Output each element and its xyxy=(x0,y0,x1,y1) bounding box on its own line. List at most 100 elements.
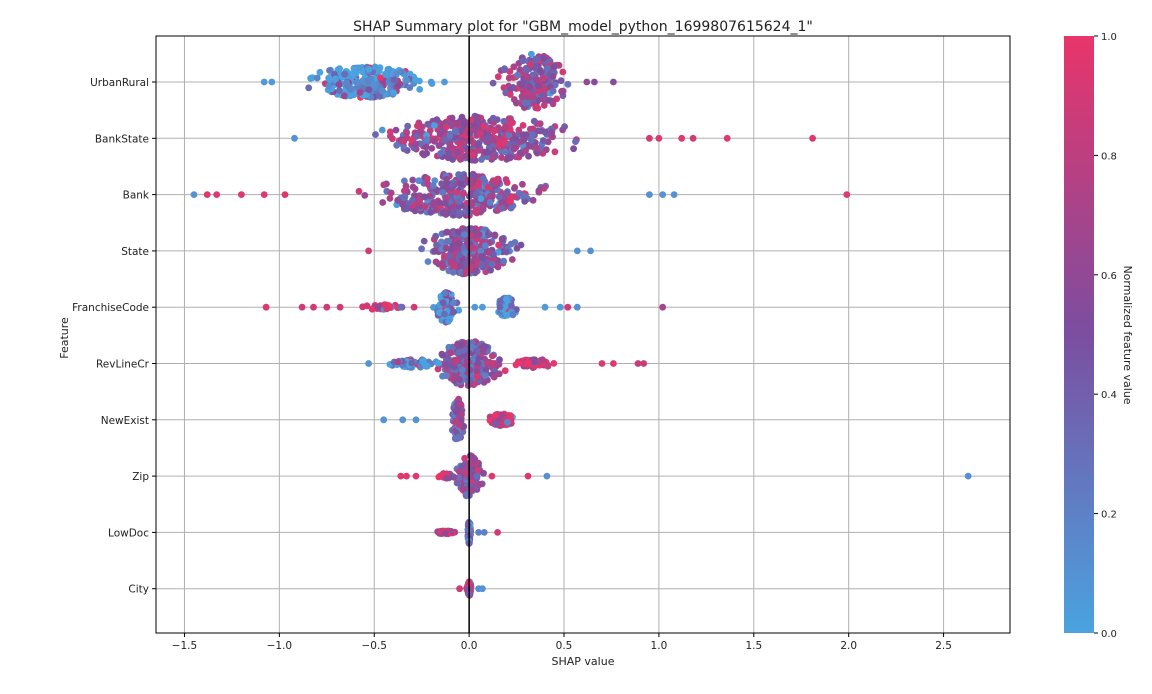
point-RevLineCr-0-148 xyxy=(438,350,446,358)
point-Bank-0-83 xyxy=(386,195,394,202)
point-State-0-288 xyxy=(500,257,508,265)
point-UrbanRural-1-177 xyxy=(549,73,557,80)
point-UrbanRural-0-207 xyxy=(356,89,364,96)
point-BankState-outlier-6 xyxy=(809,134,816,142)
point-Zip-outlier-5 xyxy=(543,472,551,480)
point-FranchiseCode-outlier-4 xyxy=(336,303,344,311)
point-Bank-0-337 xyxy=(442,200,449,208)
point-Bank-0-180 xyxy=(495,193,503,201)
point-RevLineCr-0-97 xyxy=(434,365,442,373)
point-NewExist-0-109 xyxy=(455,433,463,441)
point-RevLineCr-0-253 xyxy=(482,366,490,373)
point-UrbanRural-1-189 xyxy=(532,104,540,112)
point-FranchiseCode-2-29 xyxy=(383,305,391,313)
point-Zip-outlier-0 xyxy=(397,472,405,480)
point-FranchiseCode-2-15 xyxy=(363,302,371,310)
point-Bank-0-307 xyxy=(424,180,432,188)
point-Zip-0-129 xyxy=(468,452,475,460)
point-Bank-0-329 xyxy=(468,200,476,208)
point-BankState-0-387 xyxy=(462,152,470,160)
point-BankState-0-372 xyxy=(441,136,449,144)
point-BankState-0-363 xyxy=(471,156,479,164)
point-State-0-323 xyxy=(438,238,445,246)
point-LowDoc-outlier-1 xyxy=(480,529,488,536)
point-RevLineCr-0-215 xyxy=(468,339,476,346)
point-UrbanRural-1-170 xyxy=(506,91,514,98)
point-State-0-184 xyxy=(420,237,428,245)
point-RevLineCr-0-229 xyxy=(455,348,463,356)
point-BankState-0-358 xyxy=(509,119,516,127)
point-Bank-0-305 xyxy=(460,190,467,197)
point-RevLineCr-0-196 xyxy=(447,349,454,357)
point-UrbanRural-1-19 xyxy=(557,77,565,85)
point-BankState-0-399 xyxy=(458,113,466,121)
point-Bank-outlier-4 xyxy=(260,191,268,199)
y-axis-label: Feature xyxy=(58,317,71,359)
x-axis: −1.5 −1.0 −0.5 0.0 0.5 1.0 1.5 2.0 2.5 xyxy=(172,633,952,652)
chart-title: SHAP Summary plot for "GBM_model_python_… xyxy=(353,19,813,35)
point-City-outlier-0 xyxy=(456,585,463,593)
plot-grid xyxy=(156,36,1010,633)
point-City-outlier-2 xyxy=(479,585,486,593)
point-RevLineCr-0-246 xyxy=(481,372,489,379)
point-BankState-0-156 xyxy=(404,122,412,130)
feature-points-UrbanRural xyxy=(260,50,617,112)
point-RevLineCr-outlier-4 xyxy=(640,360,648,367)
point-Bank-0-330 xyxy=(486,199,494,206)
point-NewExist-outlier-2 xyxy=(412,416,420,424)
point-UrbanRural-1-139 xyxy=(509,84,517,91)
point-BankState-0-137 xyxy=(478,156,485,163)
point-FranchiseCode-1-43 xyxy=(508,302,515,310)
x-tick-label-0: −1.5 xyxy=(172,640,198,652)
point-UrbanRural-1-143 xyxy=(501,65,508,72)
point-UrbanRural-1-194 xyxy=(550,63,558,71)
point-Zip-0-127 xyxy=(480,469,487,477)
point-Bank-0-319 xyxy=(468,180,476,188)
point-NewExist-1-109 xyxy=(492,411,500,419)
point-UrbanRural-0-179 xyxy=(343,79,350,86)
x-tick-label-4: 0.5 xyxy=(556,640,573,652)
point-BankState-0-417 xyxy=(466,137,474,145)
point-UrbanRural-outlier-2 xyxy=(427,78,435,86)
colorbar xyxy=(1064,36,1094,633)
point-BankState-0-415 xyxy=(519,131,527,139)
point-BankState-outlier-3 xyxy=(678,134,686,142)
point-State-0-314 xyxy=(440,252,448,260)
point-State-0-312 xyxy=(447,259,455,266)
feature-points-Bank xyxy=(190,170,851,219)
point-BankState-0-383 xyxy=(528,136,535,144)
point-FranchiseCode-0-84 xyxy=(445,318,452,325)
point-UrbanRural-1-169 xyxy=(540,86,548,94)
point-BankState-0-396 xyxy=(533,144,540,152)
point-RevLineCr-0-228 xyxy=(501,367,509,375)
point-Bank-0-335 xyxy=(480,175,487,183)
point-State-0-301 xyxy=(445,237,452,245)
y-tick-label-5: RevLineCr xyxy=(96,359,150,371)
point-BankState-0-406 xyxy=(541,128,549,136)
point-UrbanRural-1-176 xyxy=(540,55,547,62)
point-State-0-218 xyxy=(477,247,485,255)
point-BankState-0-400 xyxy=(445,149,453,157)
point-Zip-0-109 xyxy=(474,467,482,474)
point-BankState-0-337 xyxy=(490,127,498,134)
point-BankState-outlier-2 xyxy=(655,134,663,142)
colorbar-ticks: 0.0 0.2 0.4 0.6 0.8 1.0 xyxy=(1094,32,1117,640)
point-BankState-0-143 xyxy=(570,145,577,153)
point-Bank-0-338 xyxy=(453,189,461,196)
point-BankState-0-171 xyxy=(456,156,464,163)
point-RevLineCr-outlier-1 xyxy=(598,360,606,367)
point-UrbanRural-1-187 xyxy=(533,55,541,63)
point-Bank-outlier-8 xyxy=(670,191,678,199)
point-Bank-0-286 xyxy=(427,208,434,216)
point-FranchiseCode-0-87 xyxy=(441,310,448,318)
point-BankState-0-411 xyxy=(469,151,477,159)
point-UrbanRural-1-127 xyxy=(534,87,542,95)
point-RevLineCr-0-197 xyxy=(451,363,458,371)
point-UrbanRural-1-196 xyxy=(543,64,551,72)
point-UrbanRural-1-108 xyxy=(559,68,567,76)
point-State-0-285 xyxy=(470,244,478,252)
point-UrbanRural-1-75 xyxy=(510,63,518,71)
point-Bank-0-266 xyxy=(432,206,440,214)
point-BankState-0-316 xyxy=(539,149,547,157)
point-Zip-0-125 xyxy=(460,485,468,493)
